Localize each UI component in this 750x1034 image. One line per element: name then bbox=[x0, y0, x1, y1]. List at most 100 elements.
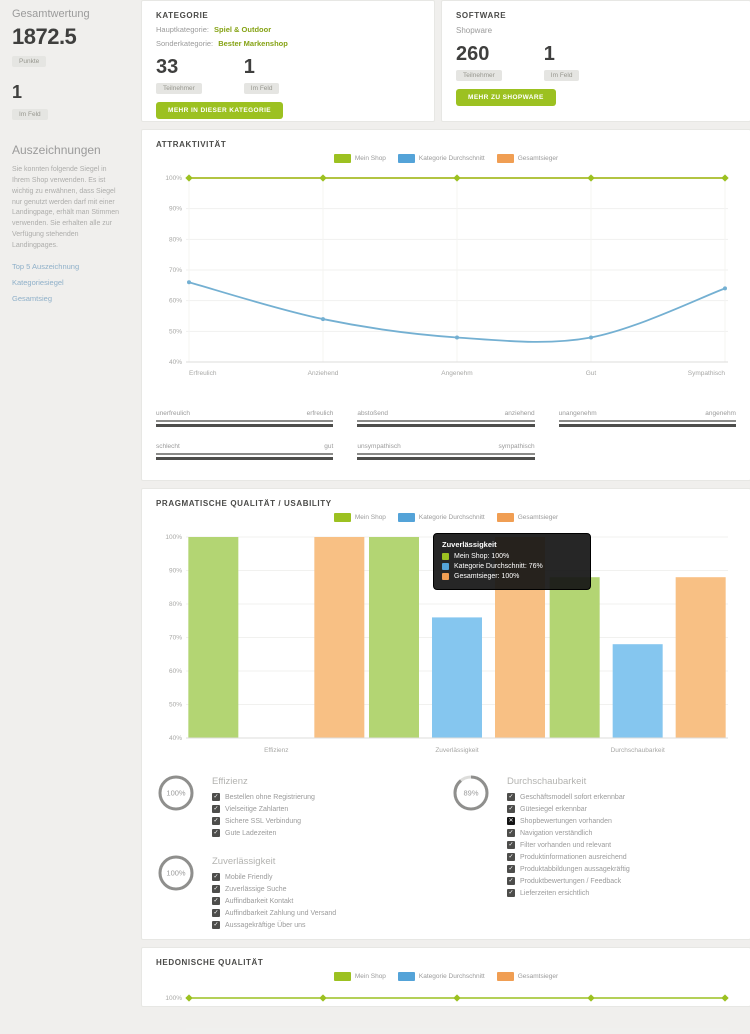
marker-mein-shop[interactable] bbox=[185, 994, 193, 1002]
word-pair-labels: unsympathisch sympathisch bbox=[357, 443, 534, 450]
legend-swatch-kategorie-durchschnitt bbox=[397, 513, 415, 522]
criteria-item-label: Filter vorhanden und relevant bbox=[520, 841, 612, 849]
legend-item-gesamtsieger[interactable]: Gesamtsieger bbox=[496, 972, 559, 981]
tooltip-row: Gesamtsieger: 100% bbox=[442, 573, 582, 580]
marker-mein-shop[interactable] bbox=[587, 994, 595, 1002]
criteria-item: ✓ Sichere SSL Verbindung bbox=[212, 817, 315, 825]
sidebar-link-top-5-auszeichnung[interactable]: Top 5 Auszeichnung bbox=[12, 261, 80, 271]
marker-mein-shop[interactable] bbox=[587, 174, 595, 182]
criteria-item: ✓ Navigation verständlich bbox=[507, 829, 630, 837]
scale-right-label: gut bbox=[324, 443, 334, 450]
marker-mein-shop[interactable] bbox=[185, 174, 193, 182]
tooltip-value: Mein Shop: 100% bbox=[454, 553, 510, 560]
svg-text:100%: 100% bbox=[166, 789, 186, 798]
scale-bar bbox=[357, 420, 535, 422]
scale-left-label: unsympathisch bbox=[357, 443, 401, 450]
bar-kategorie-durchschnitt-durchschaubarkeit[interactable] bbox=[612, 644, 663, 738]
criteria-group-durchschaubarkeit: 89% Durchschaubarkeit ✓ Geschäftsmodell sof… bbox=[451, 773, 736, 901]
criteria-item: ✓ Auffindbarkeit Kontakt bbox=[212, 897, 336, 905]
criteria-item: ✓ Zuverlässige Suche bbox=[212, 885, 336, 893]
sidebar-link-gesamtsieg[interactable]: Gesamtsieg bbox=[12, 293, 53, 303]
bar-mein-shop-durchschaubarkeit[interactable] bbox=[549, 577, 600, 738]
check-icon: ✓ bbox=[507, 841, 515, 849]
marker-mein-shop[interactable] bbox=[721, 174, 729, 182]
tooltip-value: Kategorie Durchschnitt: 76% bbox=[454, 563, 543, 570]
criteria-item: ✓ Lieferzeiten ersichtlich bbox=[507, 889, 630, 897]
chart-legend: Mein Shop Kategorie Durchschnitt Gesamtsie… bbox=[156, 972, 736, 981]
software-rank-value: 1 bbox=[543, 43, 555, 65]
svg-text:100%: 100% bbox=[166, 869, 186, 878]
progress-ring-icon: 100% bbox=[158, 855, 194, 891]
marker-mein-shop[interactable] bbox=[721, 994, 729, 1002]
word-pair-scale-schlecht: schlecht gut bbox=[156, 443, 334, 460]
main-content: Kategorie Hauptkategorie: Spiel & Outdoo… bbox=[137, 0, 750, 1030]
pragmatic-quality-title: Pragmatische Qualität / Usability bbox=[156, 499, 332, 508]
category-more-button[interactable]: Mehr in dieser Kategorie bbox=[156, 102, 284, 119]
category-card-title: Kategorie bbox=[156, 11, 209, 20]
marker-mein-shop[interactable] bbox=[453, 994, 461, 1002]
bar-mein-shop-effizienz[interactable] bbox=[188, 537, 239, 738]
marker-kategorie-durchschnitt[interactable] bbox=[187, 280, 191, 285]
marker-mein-shop[interactable] bbox=[319, 994, 327, 1002]
tooltip-swatch-gesamtsieger bbox=[442, 573, 449, 580]
tooltip-title: Zuverlässigkeit bbox=[442, 540, 497, 549]
criteria-item-label: Gütesiegel erkennbar bbox=[520, 805, 587, 813]
attractiveness-line-chart: 100% 90% 80% 70% 60% 50% 40% Erfreulich Anziehen… bbox=[165, 174, 729, 377]
marker-kategorie-durchschnitt[interactable] bbox=[455, 335, 459, 340]
marker-mein-shop[interactable] bbox=[453, 174, 461, 182]
scale-bar bbox=[558, 420, 736, 422]
bar-gesamtsieger-effizienz[interactable] bbox=[314, 537, 365, 738]
legend-swatch-gesamtsieger bbox=[496, 513, 514, 522]
sidebar-link-kategoriesiegel[interactable]: Kategoriesiegel bbox=[12, 277, 64, 287]
special-category-link[interactable]: Bester Markenshop bbox=[218, 39, 288, 48]
y-tick-label: 90% bbox=[169, 206, 182, 213]
criteria-item-label: Shopbewertungen vorhanden bbox=[520, 817, 612, 825]
check-icon: ✓ bbox=[212, 805, 220, 813]
criteria-item: ✓ Gute Ladezeiten bbox=[212, 829, 315, 837]
scale-left-label: unangenehm bbox=[558, 410, 597, 417]
legend-label: Gesamtsieger bbox=[517, 155, 559, 162]
legend-label: Gesamtsieger bbox=[517, 973, 559, 980]
software-participants-value: 260 bbox=[456, 43, 490, 65]
marker-mein-shop[interactable] bbox=[319, 174, 327, 182]
scale-left-label: schlecht bbox=[156, 443, 180, 450]
marker-kategorie-durchschnitt[interactable] bbox=[589, 335, 593, 340]
legend-item-mein-shop[interactable]: Mein Shop bbox=[333, 513, 386, 522]
criteria-item-label: Vielseitige Zahlarten bbox=[225, 805, 289, 813]
y-tick-label: 70% bbox=[169, 267, 182, 274]
legend-item-kategorie-durchschnitt[interactable]: Kategorie Durchschnitt bbox=[397, 972, 485, 981]
criteria-item-label: Mobile Friendly bbox=[225, 873, 273, 881]
y-tick-label: 50% bbox=[169, 328, 182, 335]
scale-right-label: sympathisch bbox=[498, 443, 535, 450]
bar-mein-shop-zuverlässigkeit[interactable] bbox=[369, 537, 419, 738]
legend-item-kategorie-durchschnitt[interactable]: Kategorie Durchschnitt bbox=[397, 154, 485, 163]
category-participants-value: 33 bbox=[156, 56, 179, 78]
scale-bar bbox=[156, 420, 334, 422]
bar-kategorie-durchschnitt-zuverlässigkeit[interactable] bbox=[432, 617, 482, 738]
legend-item-mein-shop[interactable]: Mein Shop bbox=[333, 154, 386, 163]
legend-item-gesamtsieger[interactable]: Gesamtsieger bbox=[496, 154, 559, 163]
total-score-label: Gesamtwertung bbox=[12, 8, 90, 20]
legend-item-kategorie-durchschnitt[interactable]: Kategorie Durchschnitt bbox=[397, 513, 485, 522]
word-pair-labels: schlecht gut bbox=[156, 443, 333, 450]
y-tick-label: 40% bbox=[169, 735, 182, 742]
bar-gesamtsieger-durchschaubarkeit[interactable] bbox=[675, 577, 726, 738]
y-tick-label: 100% bbox=[165, 534, 182, 541]
summary-cards-row: Kategorie Hauptkategorie: Spiel & Outdoo… bbox=[141, 0, 750, 122]
software-more-button[interactable]: Mehr zu Shopware bbox=[456, 89, 556, 106]
scale-bar bbox=[156, 453, 334, 455]
criteria-item: ✓ Gütesiegel erkennbar bbox=[507, 805, 630, 813]
marker-kategorie-durchschnitt[interactable] bbox=[321, 317, 325, 322]
marker-kategorie-durchschnitt[interactable] bbox=[723, 286, 727, 291]
legend-item-mein-shop[interactable]: Mein Shop bbox=[333, 972, 386, 981]
check-icon: ✓ bbox=[507, 829, 515, 837]
special-category-row: Sonderkategorie: Bester Markenshop bbox=[156, 39, 420, 48]
main-category-link[interactable]: Spiel & Outdoor bbox=[214, 25, 272, 34]
y-tick-label: 100% bbox=[165, 175, 182, 182]
legend-swatch-mein-shop bbox=[333, 513, 351, 522]
category-rank: 1 Im Feld bbox=[243, 57, 280, 95]
legend-item-gesamtsieger[interactable]: Gesamtsieger bbox=[496, 513, 558, 522]
criteria-item-label: Navigation verständlich bbox=[520, 829, 593, 837]
criteria-group-effizienz: 100% Effizienz ✓ Bestellen ohne Registrieru… bbox=[156, 773, 441, 841]
total-score-badge: Punkte bbox=[12, 56, 47, 67]
